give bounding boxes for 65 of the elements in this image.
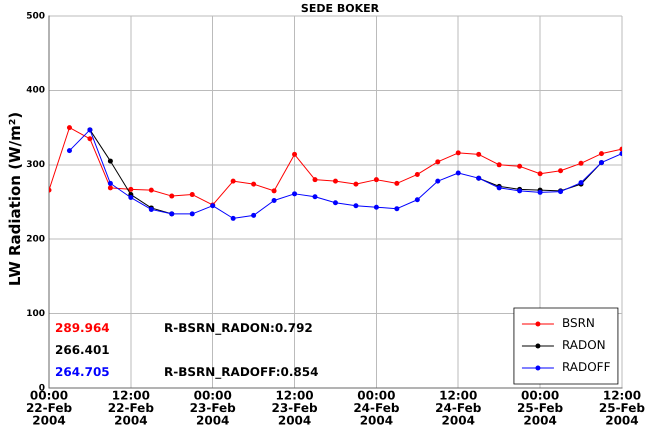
point: [332, 200, 338, 206]
annotation: 266.401: [55, 343, 110, 358]
point: [272, 188, 277, 194]
y-tick-label: 400: [26, 86, 45, 96]
y-tick-label: 200: [26, 234, 45, 245]
point: [108, 158, 113, 164]
point: [190, 211, 195, 216]
annotation: 264.705: [55, 365, 110, 380]
x-tick-label: 00:00 23-Feb 2004: [190, 388, 236, 428]
point: [353, 203, 358, 208]
point: [517, 164, 522, 169]
point: [272, 198, 277, 204]
point: [496, 162, 502, 168]
point: [230, 178, 236, 184]
point: [169, 194, 174, 199]
point: [394, 180, 400, 186]
point: [598, 151, 604, 156]
point: [66, 125, 72, 130]
point: [312, 177, 318, 182]
point: [108, 180, 113, 186]
point: [312, 194, 318, 200]
y-tick-label: 500: [26, 11, 45, 22]
point: [292, 191, 298, 196]
point: [148, 188, 154, 193]
x-tick-label: 12:00 23-Feb 2004: [271, 388, 318, 428]
point: [190, 192, 195, 198]
point: [374, 204, 379, 210]
point: [108, 185, 113, 190]
point: [292, 152, 298, 157]
legend-label: RADON: [562, 338, 606, 352]
point: [414, 197, 420, 202]
point: [558, 168, 564, 174]
point: [538, 171, 543, 176]
x-tick-label: 12:00 22-Feb 2004: [108, 388, 154, 428]
y-tick-label: 100: [26, 308, 45, 319]
point: [456, 170, 461, 176]
y-axis-title: LW Radiation (W/m²): [6, 110, 24, 288]
point: [456, 150, 461, 156]
point: [435, 178, 440, 184]
point: [374, 177, 379, 182]
legend-label: RADOFF: [562, 360, 611, 374]
x-tick-label: 00:00 25-Feb 2004: [517, 388, 564, 428]
point: [414, 172, 420, 177]
point: [332, 178, 338, 184]
annotation: R-BSRN_RADOFF:0.854: [164, 365, 318, 380]
point: [87, 136, 92, 142]
x-tick-label: 12:00 24-Feb 2004: [435, 388, 482, 428]
chart-title: SEDE BOKER: [300, 2, 380, 15]
y-tick-label: 300: [26, 160, 45, 170]
point: [476, 152, 482, 157]
x-tick-label: 12:00 25-Feb 2004: [598, 388, 646, 428]
legend-label: BSRN: [562, 316, 595, 330]
point: [230, 216, 236, 221]
point: [128, 186, 134, 192]
point: [435, 159, 440, 164]
annotation: R-BSRN_RADON:0.792: [164, 321, 313, 336]
point: [66, 148, 72, 154]
point: [128, 195, 134, 200]
point: [578, 160, 584, 166]
annotation: 289.964: [55, 321, 110, 336]
point: [251, 182, 256, 187]
point: [353, 182, 358, 187]
point: [394, 206, 400, 212]
x-tick-label: 00:00 24-Feb 2004: [353, 388, 400, 428]
point: [251, 212, 256, 218]
